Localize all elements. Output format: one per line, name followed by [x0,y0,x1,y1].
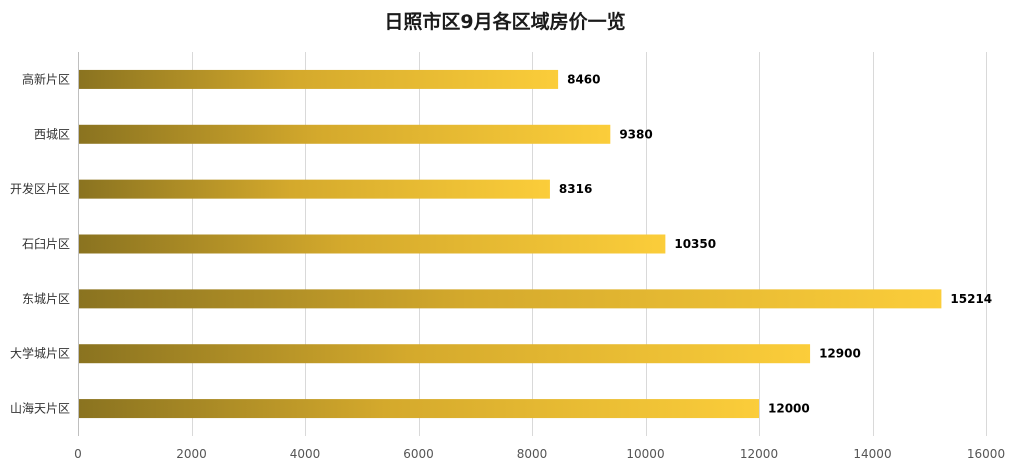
bar-4 [79,234,666,254]
x-tick-label: 12000 [740,447,778,461]
category-label: 西城区 [34,127,70,141]
data-label: 12900 [819,347,861,361]
data-label: 12000 [768,402,810,416]
category-label: 山海天片区 [10,401,70,416]
data-label: 8460 [567,72,600,86]
category-label: 开发区片区 [10,181,70,196]
data-labels: 8460 9380 8316 10350 15214 12900 12000 [559,72,992,415]
bar-2 [79,124,611,144]
bar-7 [79,399,759,419]
data-label: 10350 [674,237,716,251]
data-label: 9380 [619,127,652,141]
x-tick-label: 0 [74,447,82,461]
category-label: 石臼片区 [22,236,70,251]
x-tick-label: 4000 [290,447,321,461]
category-label: 大学城片区 [10,346,70,361]
x-tick-label: 16000 [967,447,1005,461]
category-label: 高新片区 [22,71,70,86]
x-tick-label: 2000 [176,447,207,461]
bars [79,69,942,419]
bar-6 [79,344,811,364]
x-tick-label: 10000 [626,447,664,461]
x-tick-label: 8000 [517,447,548,461]
bar-3 [79,179,550,199]
bar-5 [79,289,942,309]
data-label: 8316 [559,182,592,196]
x-tick-label: 14000 [853,447,891,461]
x-tick-label: 6000 [403,447,434,461]
bar-1 [79,69,559,89]
data-label: 15214 [950,292,992,306]
category-label: 东城片区 [22,292,70,306]
chart-title: 日照市区9月各区域房价一览 [384,10,625,33]
x-axis-ticks: 0 2000 4000 6000 8000 10000 12000 14000 16000 [74,447,1005,461]
